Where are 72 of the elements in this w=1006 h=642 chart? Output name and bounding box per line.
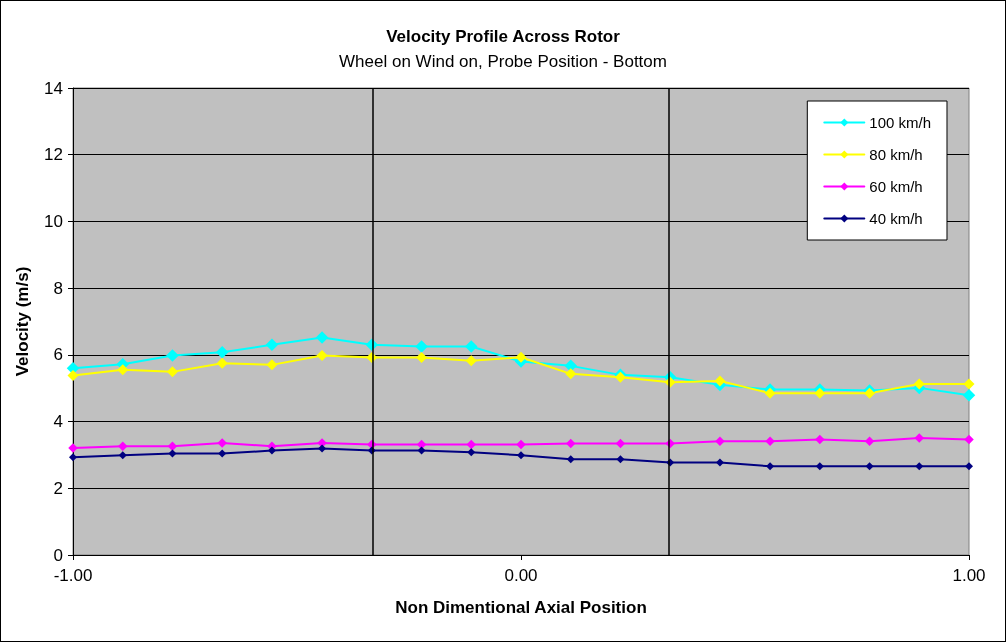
point [915,462,924,471]
x-tick-label: 1.00 [952,566,986,585]
point [69,453,77,462]
point [964,434,974,445]
point [467,448,476,457]
point [865,462,874,471]
point [965,462,973,471]
legend-label: 60 km/h [869,178,923,195]
point [815,462,824,471]
point [118,451,127,460]
x-tick-label: 0.00 [504,566,538,585]
point [515,351,527,363]
point [715,436,725,446]
point [913,378,925,390]
point [217,438,227,448]
point [67,370,79,382]
y-tick-label: 12 [44,145,63,165]
point [764,387,776,399]
x-tick-label: -1.00 [53,566,93,585]
point [117,364,129,376]
point [766,462,775,471]
point [315,331,329,344]
point [465,355,477,367]
point [565,438,576,449]
y-tick-label: 6 [53,345,63,365]
y-tick-label: 4 [53,412,63,432]
point [815,434,825,445]
point [267,446,276,455]
y-tick-label: 10 [44,211,63,231]
point [962,388,976,402]
chart-title: Velocity Profile Across Rotor [386,27,621,46]
y-tick-label: 2 [53,478,63,498]
point [616,455,625,464]
point [166,349,179,362]
x-axis-title: Non Dimentional Axial Position [395,598,647,617]
point [218,449,227,458]
y-tick-label: 0 [53,545,63,565]
point [316,350,328,362]
point [265,338,279,352]
point [564,359,577,373]
point [715,458,724,467]
point [215,345,229,359]
point [216,357,228,369]
y-axis-title: Velocity (m/s) [13,266,32,377]
legend-label: 80 km/h [869,146,923,163]
point [565,368,577,380]
point [566,455,575,464]
point [417,446,426,455]
point [517,451,525,460]
point [466,439,477,450]
point [415,340,428,353]
point [963,378,975,390]
point [167,441,178,452]
y-tick-label: 14 [44,78,63,98]
point [864,436,875,446]
chart-subtitle: Wheel on Wind on, Probe Position - Bottom [339,52,667,71]
point [416,352,428,364]
point [168,449,177,458]
legend-label: 40 km/h [869,210,923,227]
point [615,438,626,449]
point [318,444,327,453]
point [765,436,775,446]
point [117,441,128,452]
point [266,359,278,371]
point [465,340,478,353]
legend-label: 100 km/h [869,114,931,131]
point [914,433,925,443]
point [166,366,178,378]
point [516,439,526,450]
y-tick-label: 8 [53,278,63,298]
point [714,375,726,387]
point [814,387,826,399]
